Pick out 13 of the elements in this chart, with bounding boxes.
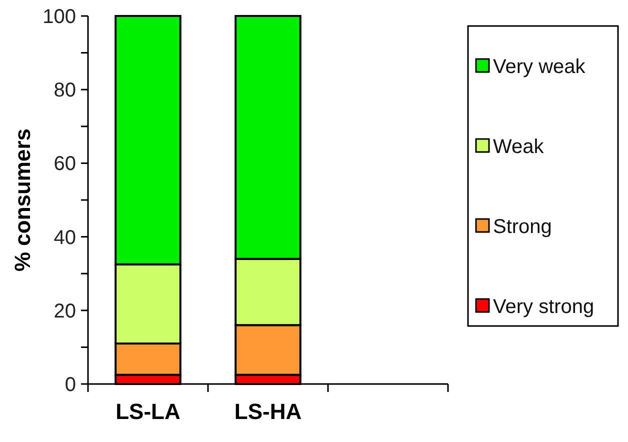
y-tick-label: 40 bbox=[54, 226, 76, 249]
y-tick-label: 60 bbox=[54, 153, 76, 176]
y-tick-label: 100 bbox=[42, 6, 76, 28]
y-tick-label: 20 bbox=[54, 300, 76, 322]
legend-label: Very strong bbox=[493, 296, 594, 318]
y-tick-label: 80 bbox=[54, 80, 76, 102]
x-tick-label: LS-HA bbox=[234, 399, 302, 424]
x-tick-label: LS-LA bbox=[116, 399, 180, 424]
y-axis-title: % consumers bbox=[10, 128, 35, 272]
y-tick-label: 0 bbox=[64, 374, 76, 396]
legend-label: Strong bbox=[493, 216, 552, 238]
legend-label: Very weak bbox=[493, 56, 586, 78]
legend-label: Weak bbox=[493, 136, 545, 158]
